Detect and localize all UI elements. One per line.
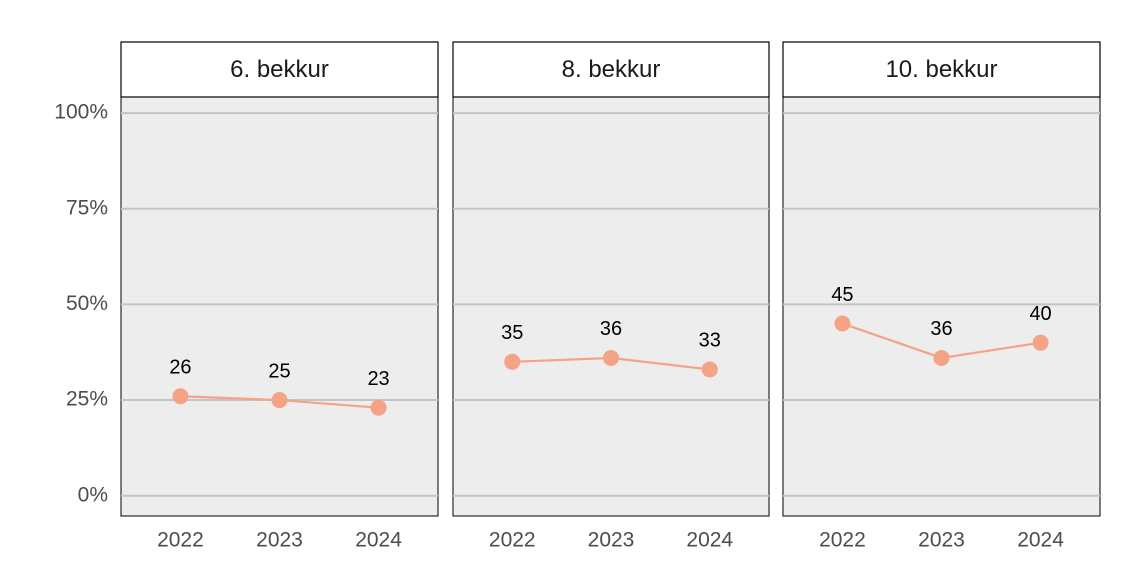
panel-background — [120, 96, 439, 517]
x-tick-label: 2022 — [157, 529, 204, 552]
y-tick-label: 50% — [66, 292, 108, 315]
panel-background — [452, 96, 770, 517]
x-tick-label: 2024 — [686, 529, 733, 552]
point — [504, 353, 521, 370]
x-tick-label: 2024 — [1017, 529, 1064, 552]
y-tick-label: 25% — [66, 388, 108, 411]
data-label: 23 — [367, 368, 389, 390]
point — [172, 388, 189, 405]
data-label: 40 — [1029, 303, 1051, 325]
point — [701, 361, 718, 378]
strip — [120, 41, 439, 98]
point — [1032, 334, 1049, 351]
x-tick-label: 2022 — [819, 529, 866, 552]
strip — [782, 41, 1101, 98]
y-tick-label: 0% — [78, 483, 108, 506]
data-label: 36 — [600, 318, 622, 340]
panel-background — [782, 96, 1101, 517]
data-label: 25 — [268, 360, 290, 382]
point — [933, 349, 950, 366]
y-tick-label: 75% — [66, 196, 108, 219]
panel-title: 6. bekkur — [230, 56, 329, 83]
data-label: 35 — [501, 322, 523, 344]
panel-title: 8. bekkur — [562, 56, 661, 83]
point — [271, 392, 288, 409]
y-tick-label: 100% — [54, 101, 108, 124]
panel-title: 10. bekkur — [885, 56, 997, 83]
x-tick-label: 2023 — [256, 529, 303, 552]
data-label: 26 — [169, 357, 191, 379]
x-tick-label: 2024 — [355, 529, 402, 552]
x-tick-label: 2022 — [489, 529, 536, 552]
point — [603, 349, 619, 366]
data-label: 45 — [831, 284, 853, 306]
data-label: 33 — [699, 330, 721, 352]
x-tick-label: 2023 — [918, 529, 965, 552]
data-label: 36 — [930, 318, 952, 340]
x-tick-label: 2023 — [588, 529, 635, 552]
point — [834, 315, 851, 332]
strip — [452, 41, 770, 98]
point — [370, 399, 387, 416]
